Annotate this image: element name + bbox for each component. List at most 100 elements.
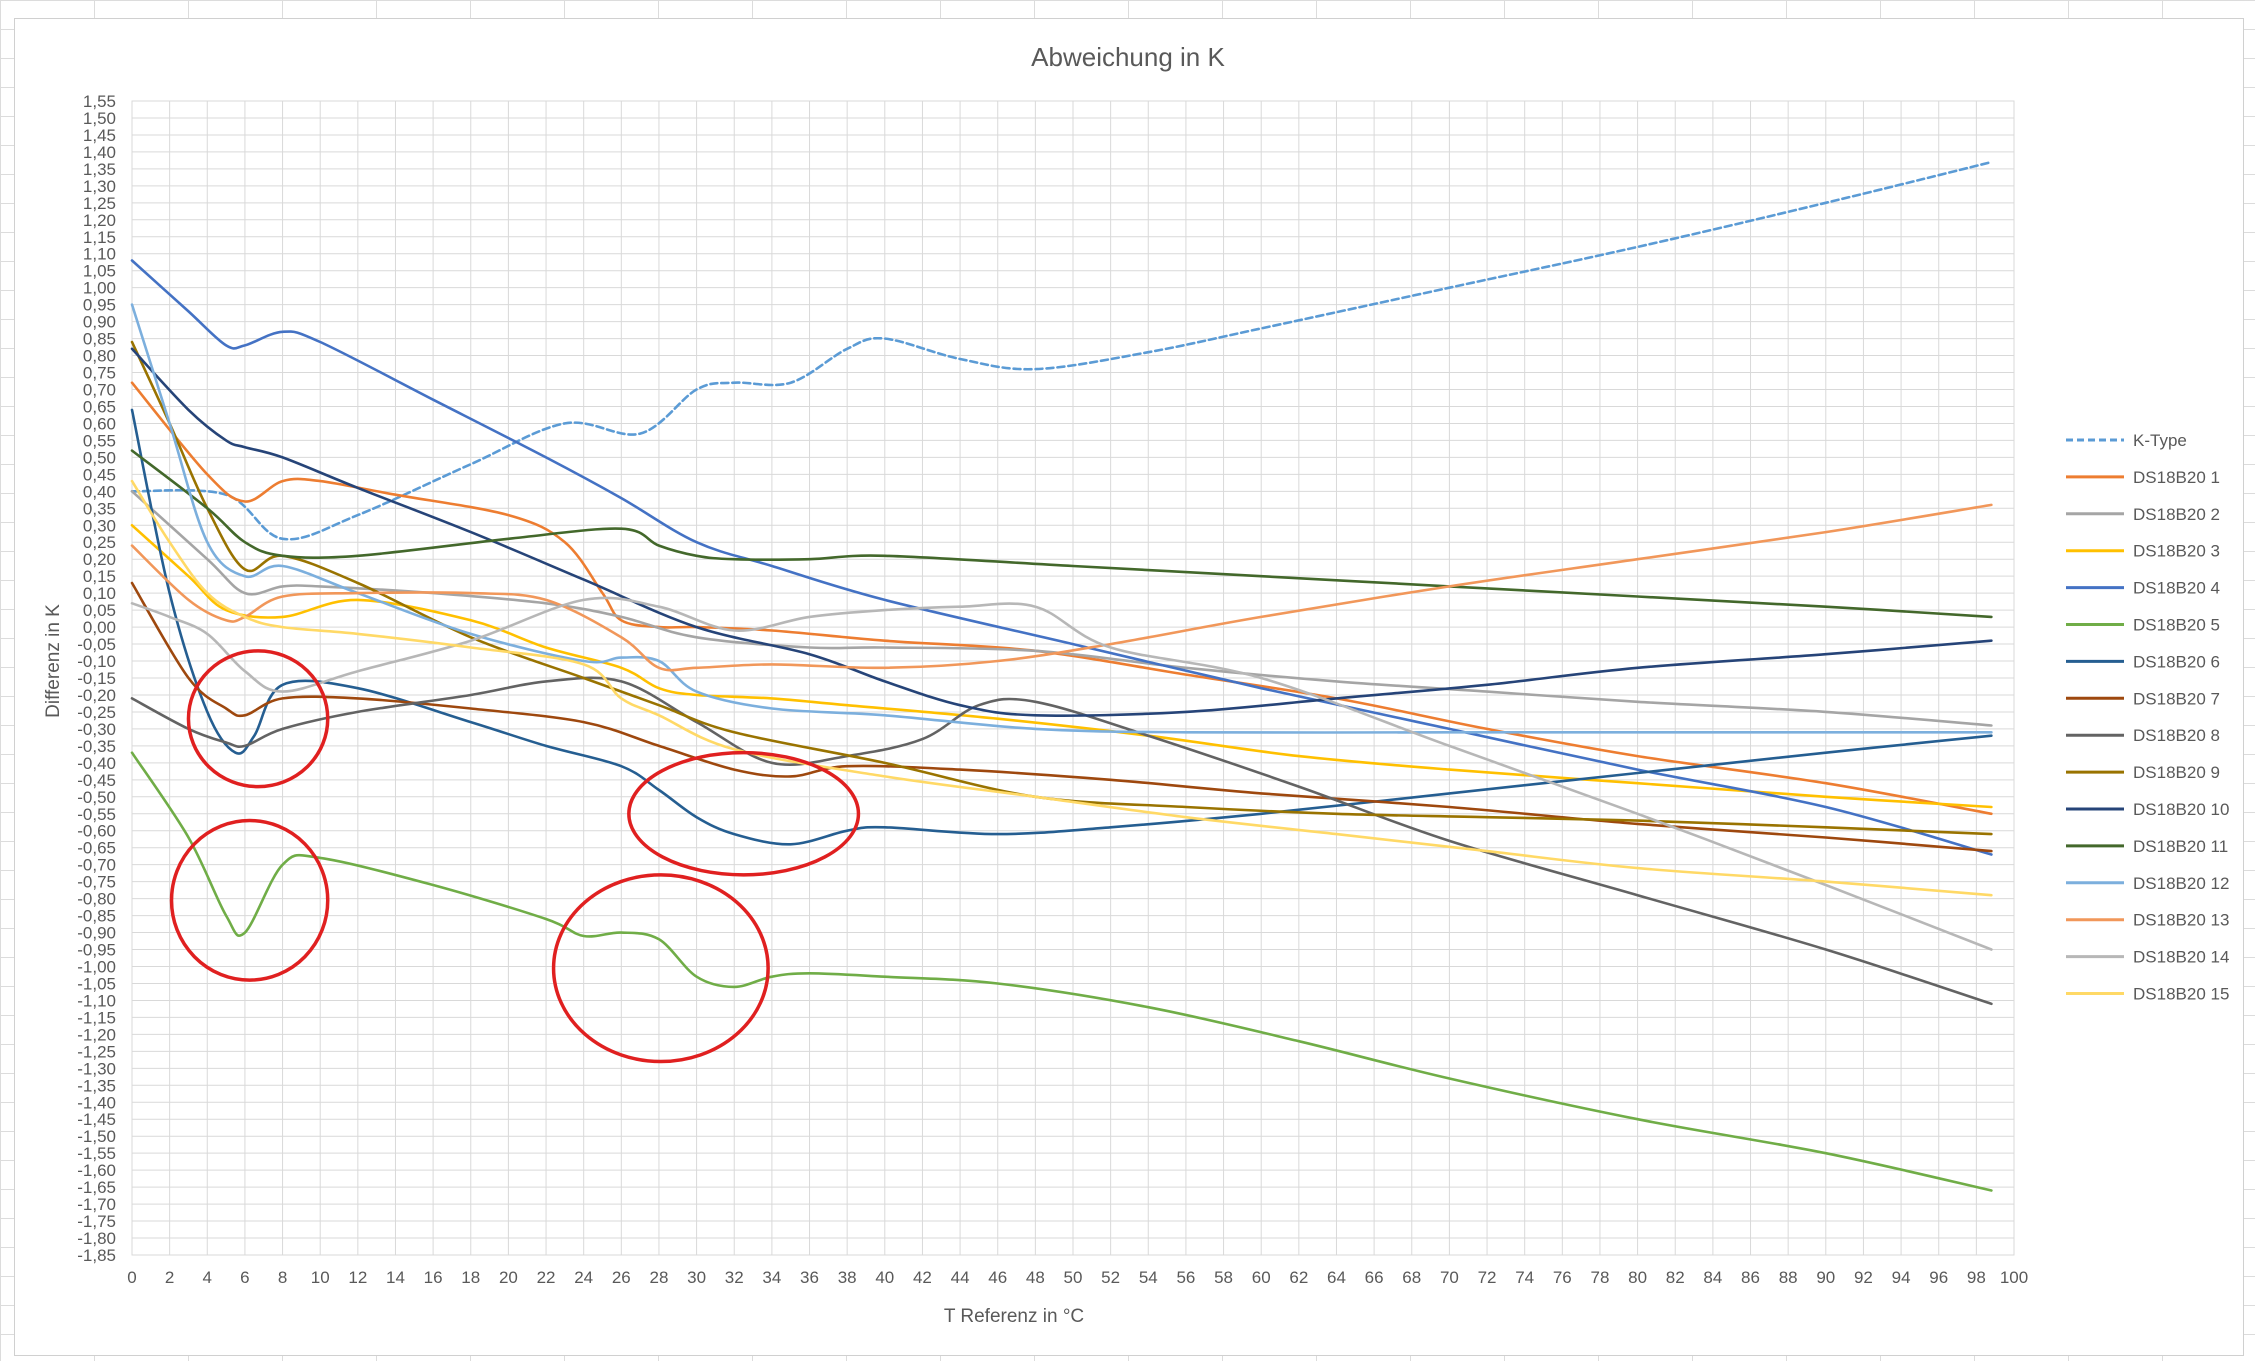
y-tick-label: 1,30: [83, 177, 116, 196]
x-tick-label: 22: [537, 1268, 556, 1287]
x-tick-label: 18: [461, 1268, 480, 1287]
x-tick-label: 10: [311, 1268, 330, 1287]
y-tick-label: 1,35: [83, 160, 116, 179]
x-tick-label: 90: [1816, 1268, 1835, 1287]
x-tick-label: 2: [165, 1268, 174, 1287]
y-tick-label: 0,20: [83, 550, 116, 569]
highlight-ellipse-3: [627, 750, 861, 877]
legend-label: DS18B20 5: [2133, 616, 2220, 635]
y-tick-label: 0,60: [83, 414, 116, 433]
y-tick-label: -1,35: [77, 1076, 116, 1095]
series-line-ds18b20-11: [130, 449, 1993, 619]
x-tick-label: 38: [838, 1268, 857, 1287]
y-tick-label: -1,45: [77, 1110, 116, 1129]
y-tick-label: -1,55: [77, 1144, 116, 1163]
plot-area-border: [131, 100, 2015, 1256]
highlight-ellipse-1: [186, 649, 330, 789]
y-tick-label: 0,95: [83, 296, 116, 315]
legend-label: DS18B20 8: [2133, 726, 2220, 745]
x-tick-label: 24: [574, 1268, 593, 1287]
y-tick-label: -0,90: [77, 924, 116, 943]
y-tick-label: -1,80: [77, 1229, 116, 1248]
legend-label: DS18B20 3: [2133, 542, 2220, 561]
y-tick-label: -1,05: [77, 974, 116, 993]
x-tick-label: 30: [687, 1268, 706, 1287]
y-tick-label: 1,20: [83, 211, 116, 230]
y-tick-label: -0,05: [77, 635, 116, 654]
series-line-ds18b20-7: [130, 581, 1993, 853]
x-tick-label: 78: [1590, 1268, 1609, 1287]
chart-area[interactable]: [14, 18, 2244, 1356]
y-tick-label: 0,85: [83, 330, 116, 349]
y-tick-label: -0,25: [77, 703, 116, 722]
series-line-ds18b20-4: [130, 259, 1993, 856]
y-tick-label: -1,30: [77, 1059, 116, 1078]
y-tick-label: -0,35: [77, 737, 116, 756]
x-tick-label: 80: [1628, 1268, 1647, 1287]
series-line-ds18b20-2: [130, 490, 1993, 727]
y-axis-title: Differenz in K: [43, 604, 64, 718]
legend-label: DS18B20 11: [2133, 837, 2228, 856]
y-tick-label: 1,25: [83, 194, 116, 213]
y-tick-label: -0,50: [77, 788, 116, 807]
highlight-ellipse-4: [551, 873, 770, 1064]
legend-label: DS18B20 7: [2133, 689, 2220, 708]
y-tick-label: 0,25: [83, 533, 116, 552]
gridlines: [131, 100, 2015, 1256]
x-tick-label: 58: [1214, 1268, 1233, 1287]
x-tick-label: 84: [1703, 1268, 1722, 1287]
y-tick-label: 0,90: [83, 313, 116, 332]
series-line-k-type: [130, 160, 1993, 541]
y-tick-label: 1,40: [83, 143, 116, 162]
x-tick-label: 6: [240, 1268, 249, 1287]
x-tick-label: 0: [127, 1268, 136, 1287]
y-tick-label: -1,10: [77, 991, 116, 1010]
x-tick-label: 14: [386, 1268, 405, 1287]
y-tick-label: 0,45: [83, 465, 116, 484]
legend-label: K-Type: [2133, 431, 2187, 450]
highlight-ellipse-2: [169, 818, 330, 982]
series-line-ds18b20-3: [130, 524, 1993, 809]
legend-label: DS18B20 10: [2133, 800, 2229, 819]
legend-label: DS18B20 14: [2133, 948, 2229, 967]
x-tick-label: 8: [278, 1268, 287, 1287]
x-tick-label: 50: [1064, 1268, 1083, 1287]
chart-title: Abweichung in K: [1031, 42, 1225, 72]
legend-label: DS18B20 15: [2133, 985, 2229, 1004]
y-tick-label: 1,05: [83, 262, 116, 281]
y-tick-label: -1,15: [77, 1008, 116, 1027]
x-tick-label: 100: [2000, 1268, 2028, 1287]
x-tick-label: 28: [649, 1268, 668, 1287]
legend-label: DS18B20 12: [2133, 874, 2229, 893]
x-tick-label: 4: [203, 1268, 212, 1287]
x-tick-label: 12: [348, 1268, 367, 1287]
legend-label: DS18B20 1: [2133, 468, 2220, 487]
series-line-ds18b20-13: [130, 503, 1993, 672]
y-tick-label: -1,50: [77, 1127, 116, 1146]
x-tick-label: 46: [988, 1268, 1007, 1287]
x-tick-label: 60: [1252, 1268, 1271, 1287]
y-tick-label: -0,75: [77, 873, 116, 892]
x-tick-label: 20: [499, 1268, 518, 1287]
legend[interactable]: K-Type DS18B20 1 DS18B20 2 DS18B20 3 DS18B20…: [2066, 431, 2229, 1004]
x-tick-label: 96: [1929, 1268, 1948, 1287]
series-line-ds18b20-6: [130, 408, 1993, 846]
y-tick-label: 0,75: [83, 364, 116, 383]
highlight-annotations: [169, 649, 861, 1064]
x-tick-label: 26: [612, 1268, 631, 1287]
y-tick-label: 1,55: [83, 92, 116, 111]
y-tick-label: -0,85: [77, 907, 116, 926]
x-tick-label: 86: [1741, 1268, 1760, 1287]
y-tick-label: -1,25: [77, 1042, 116, 1061]
y-tick-label: -1,85: [77, 1246, 116, 1265]
x-tick-label: 76: [1553, 1268, 1572, 1287]
legend-label: DS18B20 13: [2133, 911, 2229, 930]
y-tick-label: 0,80: [83, 347, 116, 366]
y-tick-label: -0,30: [77, 720, 116, 739]
y-tick-label: -0,65: [77, 839, 116, 858]
y-tick-label: -1,65: [77, 1178, 116, 1197]
x-tick-label: 70: [1440, 1268, 1459, 1287]
x-tick-label: 54: [1139, 1268, 1158, 1287]
x-tick-label: 92: [1854, 1268, 1873, 1287]
